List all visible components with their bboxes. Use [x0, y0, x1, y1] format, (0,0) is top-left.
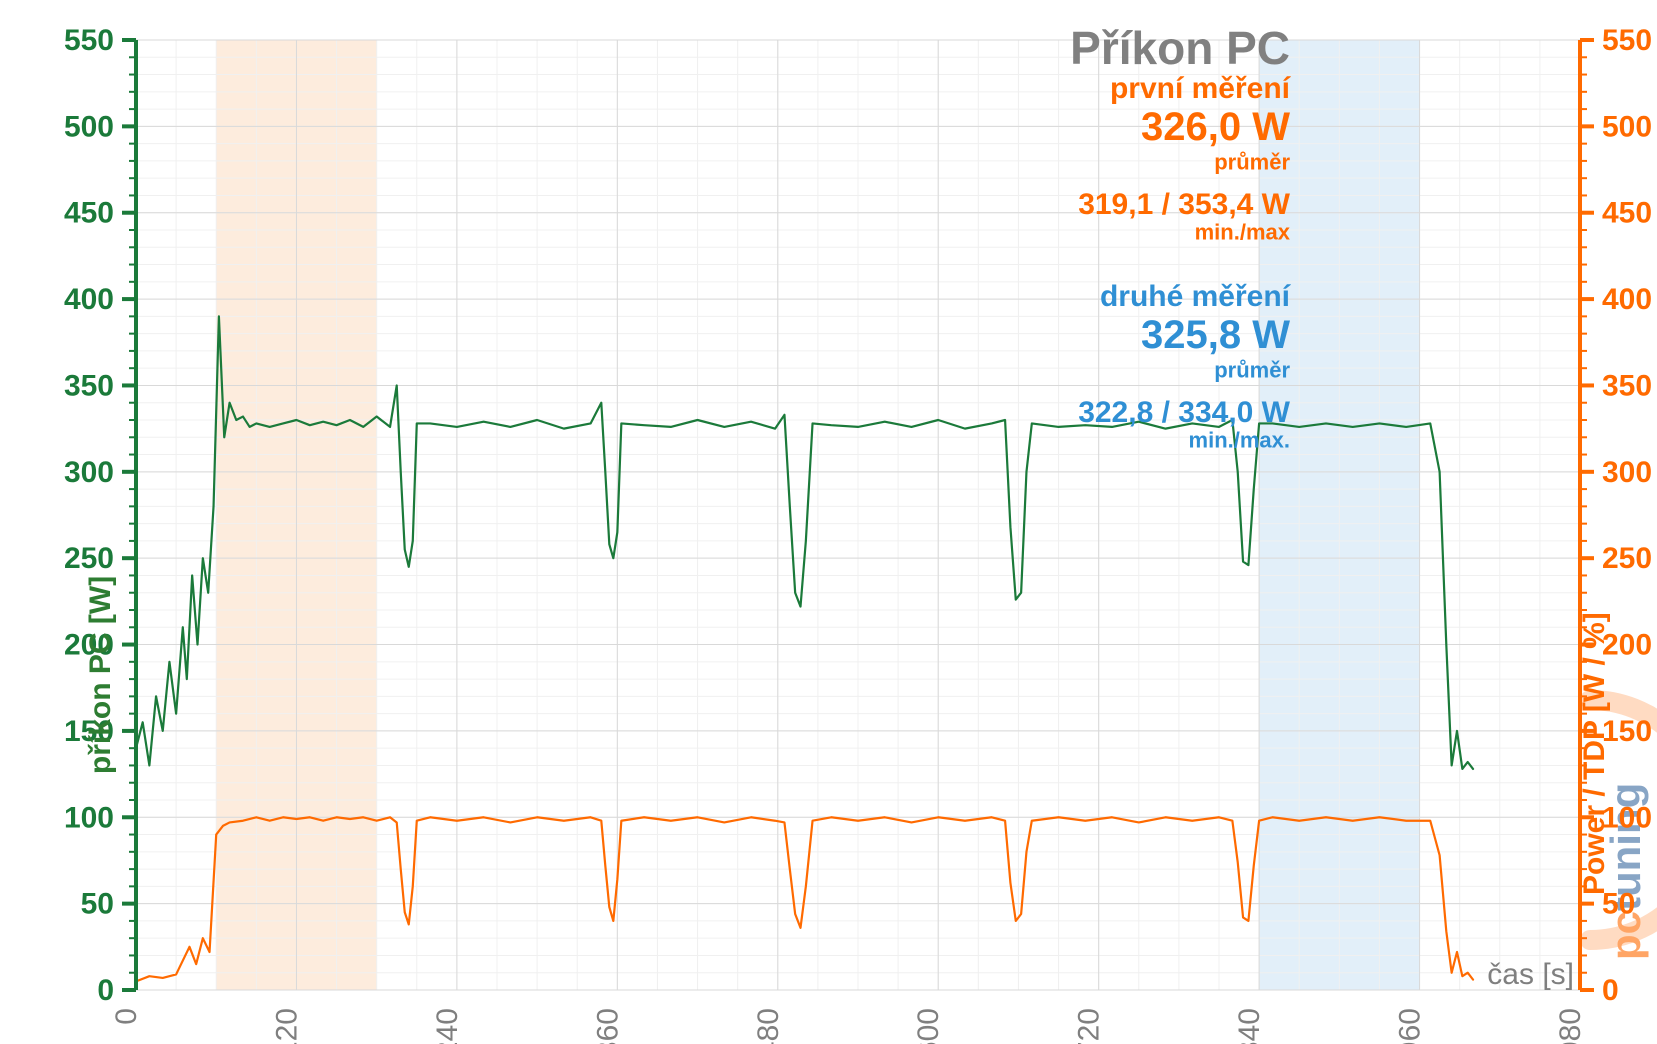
- svg-text:500: 500: [1602, 110, 1652, 143]
- svg-text:50: 50: [81, 888, 114, 921]
- svg-text:0: 0: [97, 974, 114, 1007]
- svg-text:360: 360: [591, 1008, 624, 1044]
- svg-text:300: 300: [1602, 456, 1652, 489]
- svg-text:480: 480: [752, 1008, 785, 1044]
- svg-text:840: 840: [1233, 1008, 1266, 1044]
- svg-text:100: 100: [64, 801, 114, 834]
- svg-text:průměr: průměr: [1214, 358, 1290, 383]
- svg-text:720: 720: [1073, 1008, 1106, 1044]
- svg-text:0: 0: [110, 1008, 143, 1025]
- svg-text:min./max.: min./max.: [1189, 428, 1290, 453]
- svg-text:příkon PC [W]: příkon PC [W]: [84, 576, 117, 774]
- svg-text:240: 240: [431, 1008, 464, 1044]
- svg-text:450: 450: [64, 197, 114, 230]
- svg-text:400: 400: [1602, 283, 1652, 316]
- svg-text:1080: 1080: [1554, 1008, 1587, 1044]
- svg-text:550: 550: [64, 24, 114, 57]
- svg-text:322,8 / 334,0 W: 322,8 / 334,0 W: [1078, 396, 1290, 429]
- svg-text:300: 300: [64, 456, 114, 489]
- svg-text:350: 350: [1602, 369, 1652, 402]
- svg-text:250: 250: [1602, 542, 1652, 575]
- svg-text:319,1 / 353,4 W: 319,1 / 353,4 W: [1078, 188, 1290, 221]
- svg-text:550: 550: [1602, 24, 1652, 57]
- svg-text:min./max: min./max: [1195, 220, 1291, 245]
- svg-text:první měření: první měření: [1110, 72, 1292, 105]
- svg-text:326,0 W: 326,0 W: [1141, 105, 1290, 149]
- svg-text:druhé měření: druhé měření: [1100, 280, 1292, 313]
- svg-text:0: 0: [1602, 974, 1619, 1007]
- svg-text:Příkon PC: Příkon PC: [1070, 22, 1290, 74]
- svg-text:120: 120: [270, 1008, 303, 1044]
- svg-text:350: 350: [64, 369, 114, 402]
- power-chart: pctuning05010015020025030035040045050055…: [0, 0, 1657, 1044]
- svg-text:průměr: průměr: [1214, 150, 1290, 175]
- svg-text:250: 250: [64, 542, 114, 575]
- svg-text:600: 600: [912, 1008, 945, 1044]
- svg-text:325,8 W: 325,8 W: [1141, 313, 1290, 357]
- svg-text:čas [s]: čas [s]: [1487, 958, 1574, 991]
- svg-text:Power / TDP [W / %]: Power / TDP [W / %]: [1578, 612, 1611, 895]
- svg-text:450: 450: [1602, 197, 1652, 230]
- svg-text:400: 400: [64, 283, 114, 316]
- svg-text:500: 500: [64, 110, 114, 143]
- svg-text:960: 960: [1394, 1008, 1427, 1044]
